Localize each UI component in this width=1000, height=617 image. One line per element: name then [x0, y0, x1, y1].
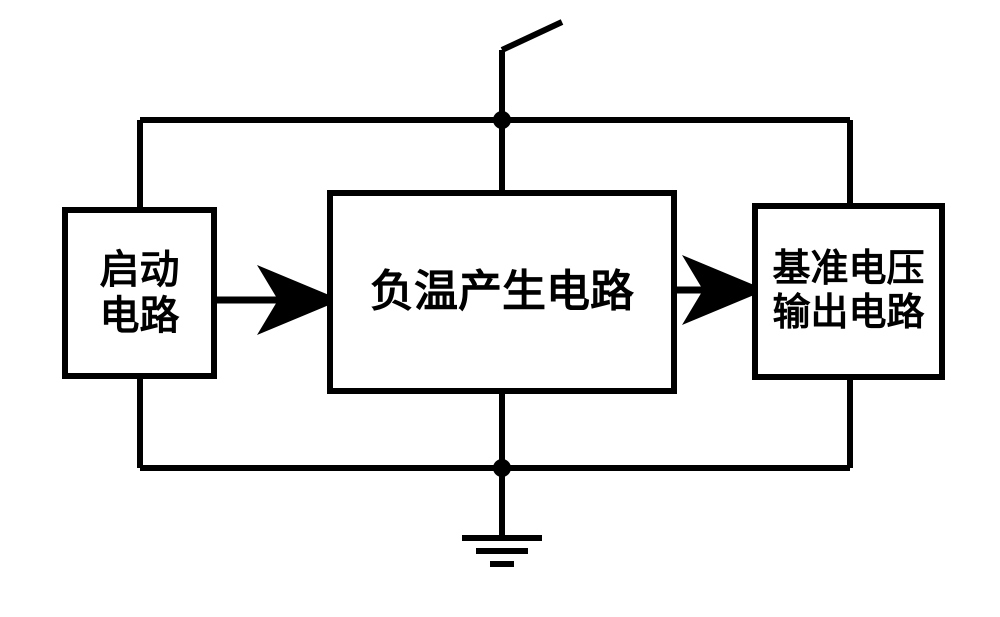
- block-diagram: 启动 电路 负温产生电路 基准电压 输出电路: [0, 0, 1000, 617]
- box-startup-label: 启动 电路: [100, 247, 180, 339]
- box-negtemp-label: 负温产生电路: [370, 267, 634, 318]
- box-startup-circuit: 启动 电路: [62, 207, 217, 379]
- box-output-circuit: 基准电压 输出电路: [752, 203, 945, 380]
- box-output-label: 基准电压 输出电路: [772, 248, 924, 335]
- box-negtemp-circuit: 负温产生电路: [327, 190, 677, 394]
